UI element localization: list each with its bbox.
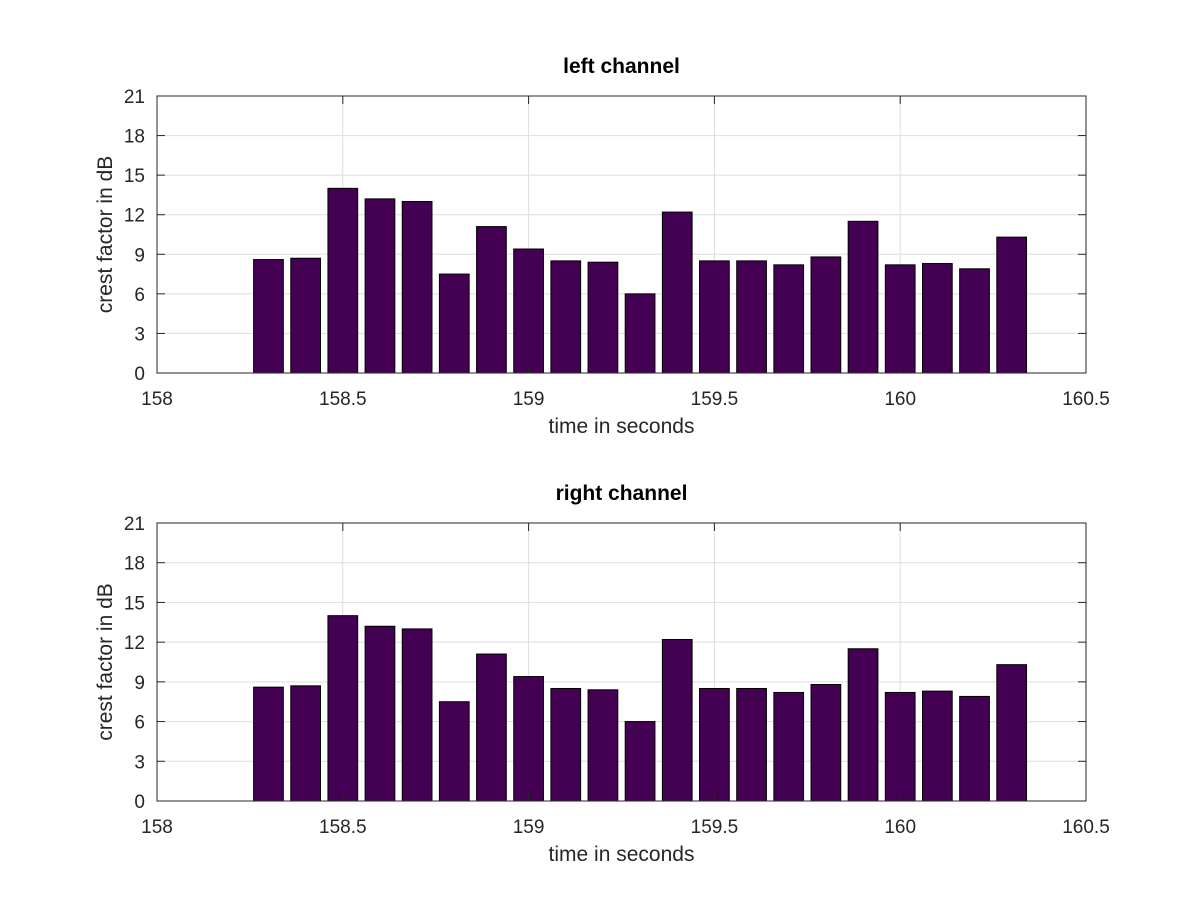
- bar: [661, 638, 693, 802]
- x-tick-label: 159.5: [691, 817, 739, 838]
- bar: [476, 653, 507, 802]
- bar: [921, 690, 953, 802]
- y-tick-label: 0: [134, 364, 145, 385]
- bar: [253, 686, 284, 802]
- bar: [550, 260, 582, 374]
- bar: [513, 676, 544, 802]
- bar: [624, 293, 656, 374]
- y-tick-label: 6: [134, 285, 145, 306]
- bar: [587, 261, 619, 374]
- bar: [401, 628, 433, 802]
- y-axis-label: crest factor in dB: [94, 583, 117, 741]
- bar: [996, 236, 1028, 374]
- y-axis-label: crest factor in dB: [94, 156, 117, 314]
- y-tick-label: 15: [124, 593, 145, 614]
- bar: [736, 687, 767, 802]
- x-tick-label: 160.5: [1062, 817, 1110, 838]
- x-tick-label: 160.5: [1062, 389, 1110, 410]
- bar: [624, 721, 656, 802]
- y-tick-label: 18: [124, 554, 145, 575]
- bar: [884, 264, 916, 374]
- x-tick-label: 160: [884, 389, 916, 410]
- bar: [699, 687, 730, 802]
- x-axis-label: time in seconds: [549, 415, 695, 438]
- x-tick-label: 159: [513, 817, 545, 838]
- bar: [401, 201, 433, 374]
- y-tick-label: 9: [134, 245, 145, 266]
- bar: [810, 256, 842, 374]
- y-tick-label: 6: [134, 713, 145, 734]
- y-tick-label: 3: [134, 752, 145, 773]
- x-tick-label: 158.5: [319, 817, 367, 838]
- bar: [810, 684, 842, 802]
- chart-title: left channel: [563, 55, 680, 78]
- x-tick-label: 160: [884, 817, 916, 838]
- bar: [921, 263, 953, 374]
- y-tick-label: 18: [124, 127, 145, 148]
- chart-title: right channel: [556, 482, 688, 505]
- axes-box: [156, 95, 1087, 374]
- axes-box: [156, 522, 1087, 802]
- bar: [699, 260, 730, 374]
- y-tick-label: 15: [124, 166, 145, 187]
- bar: [364, 198, 396, 374]
- bar: [513, 248, 544, 374]
- x-tick-label: 159.5: [691, 389, 739, 410]
- y-tick-label: 3: [134, 324, 145, 345]
- bar: [364, 625, 396, 802]
- bar: [587, 689, 619, 802]
- bar: [327, 615, 359, 802]
- y-tick-label: 0: [134, 792, 145, 813]
- y-tick-label: 12: [124, 206, 145, 227]
- x-tick-label: 158: [141, 389, 173, 410]
- left-channel-panel: 158 158.5 159 159.5 160 160.5 0 3 6 9 12 15 18 21 left…: [94, 55, 1110, 438]
- bar: [847, 220, 879, 374]
- bar: [847, 648, 879, 802]
- bar: [290, 257, 322, 374]
- bar: [327, 187, 359, 374]
- x-tick-label: 159: [513, 389, 545, 410]
- x-tick-label: 158.5: [319, 389, 367, 410]
- bar: [996, 664, 1028, 802]
- bar: [290, 685, 322, 802]
- y-tick-label: 12: [124, 633, 145, 654]
- bar: [773, 691, 805, 802]
- y-tick-label: 21: [124, 87, 145, 108]
- bar: [773, 264, 805, 374]
- bar: [438, 273, 470, 374]
- bar: [736, 260, 767, 374]
- bar: [884, 691, 916, 802]
- y-tick-label: 9: [134, 673, 145, 694]
- bar: [661, 211, 693, 374]
- bar: [959, 268, 990, 374]
- y-tick-label: 21: [124, 514, 145, 535]
- bar: [438, 701, 470, 802]
- x-tick-label: 158: [141, 817, 173, 838]
- x-axis-label: time in seconds: [549, 843, 695, 866]
- bar: [253, 259, 284, 374]
- bar: [476, 226, 507, 374]
- bar: [550, 687, 582, 802]
- bar: [959, 695, 990, 802]
- right-channel-panel: 158 158.5 159 159.5 160 160.5 0 3 6 9 12 15 18 21 righ…: [94, 482, 1110, 866]
